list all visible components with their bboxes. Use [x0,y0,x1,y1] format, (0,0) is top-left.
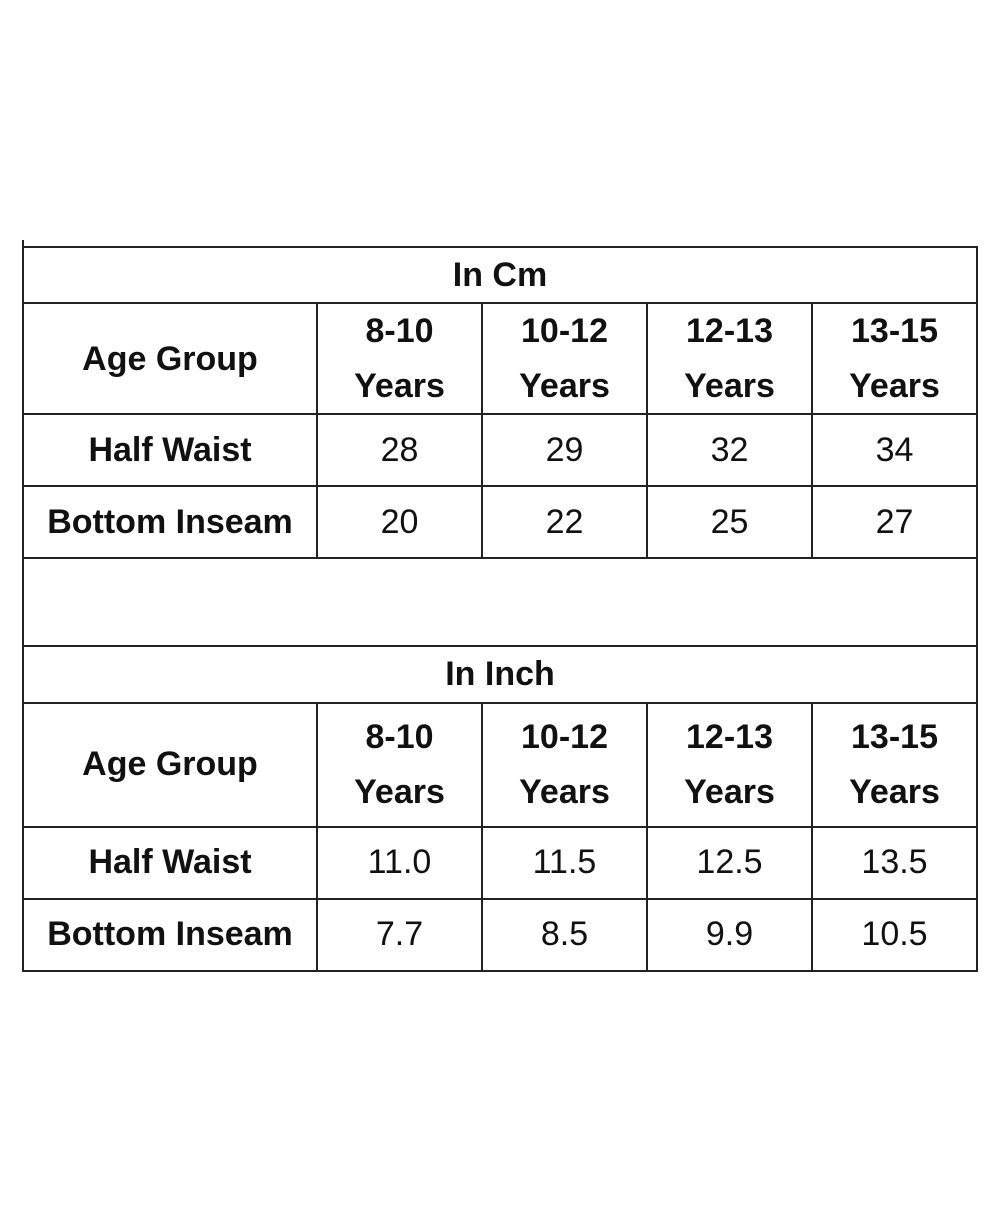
cm-value-cell: 29 [481,413,648,488]
cm-value-cell: 28 [316,413,483,488]
inch-value-cell: 12.5 [646,825,813,900]
cm-header-row: Age Group 8-10 Years 10-12 Years 12-13 Year… [22,302,978,416]
cm-value-cell: 32 [646,413,813,488]
section-spacer [22,557,978,648]
age-unit: Years [519,366,610,405]
age-range: 8-10 [365,718,434,757]
inch-value-cell: 8.5 [481,897,648,972]
inch-row-label: Half Waist [22,825,318,900]
inch-row-label: Bottom Inseam [22,897,318,972]
cm-age-column-header: 10-12 Years [481,302,648,416]
age-range: 10-12 [521,312,608,351]
age-range: 12-13 [686,718,773,757]
age-range: 12-13 [686,312,773,351]
age-unit: Years [849,366,940,405]
inch-age-column-header: 12-13 Years [646,701,813,828]
age-unit: Years [354,772,445,811]
age-unit: Years [354,366,445,405]
inch-value-cell: 7.7 [316,897,483,972]
cm-age-group-header: Age Group [22,302,318,416]
cm-value-cell: 20 [316,485,483,560]
inch-table-title: In Inch [22,645,978,704]
age-range: 13-15 [851,718,938,757]
inch-age-group-header: Age Group [22,701,318,828]
inch-age-column-header: 13-15 Years [811,701,978,828]
age-range: 13-15 [851,312,938,351]
age-unit: Years [519,772,610,811]
cm-age-column-header: 8-10 Years [316,302,483,416]
inch-bottom-inseam-row: Bottom Inseam 7.7 8.5 9.9 10.5 [22,897,978,972]
age-range: 10-12 [521,718,608,757]
age-range: 8-10 [365,312,434,351]
cm-age-column-header: 12-13 Years [646,302,813,416]
inch-value-cell: 13.5 [811,825,978,900]
cm-value-cell: 22 [481,485,648,560]
cm-row-label: Bottom Inseam [22,485,318,560]
inch-half-waist-row: Half Waist 11.0 11.5 12.5 13.5 [22,825,978,900]
cm-value-cell: 27 [811,485,978,560]
cm-value-cell: 34 [811,413,978,488]
inch-age-column-header: 8-10 Years [316,701,483,828]
inch-age-column-header: 10-12 Years [481,701,648,828]
cm-row-label: Half Waist [22,413,318,488]
cm-bottom-inseam-row: Bottom Inseam 20 22 25 27 [22,485,978,560]
inch-value-cell: 10.5 [811,897,978,972]
cm-age-column-header: 13-15 Years [811,302,978,416]
age-unit: Years [684,772,775,811]
inch-value-cell: 11.0 [316,825,483,900]
inch-title-row: In Inch [22,645,978,704]
section-spacer-row [22,557,978,648]
inch-value-cell: 11.5 [481,825,648,900]
cm-title-row: In Cm [22,245,978,305]
inch-value-cell: 9.9 [646,897,813,972]
age-unit: Years [684,366,775,405]
cm-half-waist-row: Half Waist 28 29 32 34 [22,413,978,488]
size-chart-table: In Cm Age Group 8-10 Years 10-12 Years 12-… [22,245,978,972]
inch-header-row: Age Group 8-10 Years 10-12 Years 12-13 Year… [22,701,978,828]
age-unit: Years [849,772,940,811]
cm-table-title: In Cm [22,245,978,305]
cm-value-cell: 25 [646,485,813,560]
table-top-tick [22,240,24,248]
